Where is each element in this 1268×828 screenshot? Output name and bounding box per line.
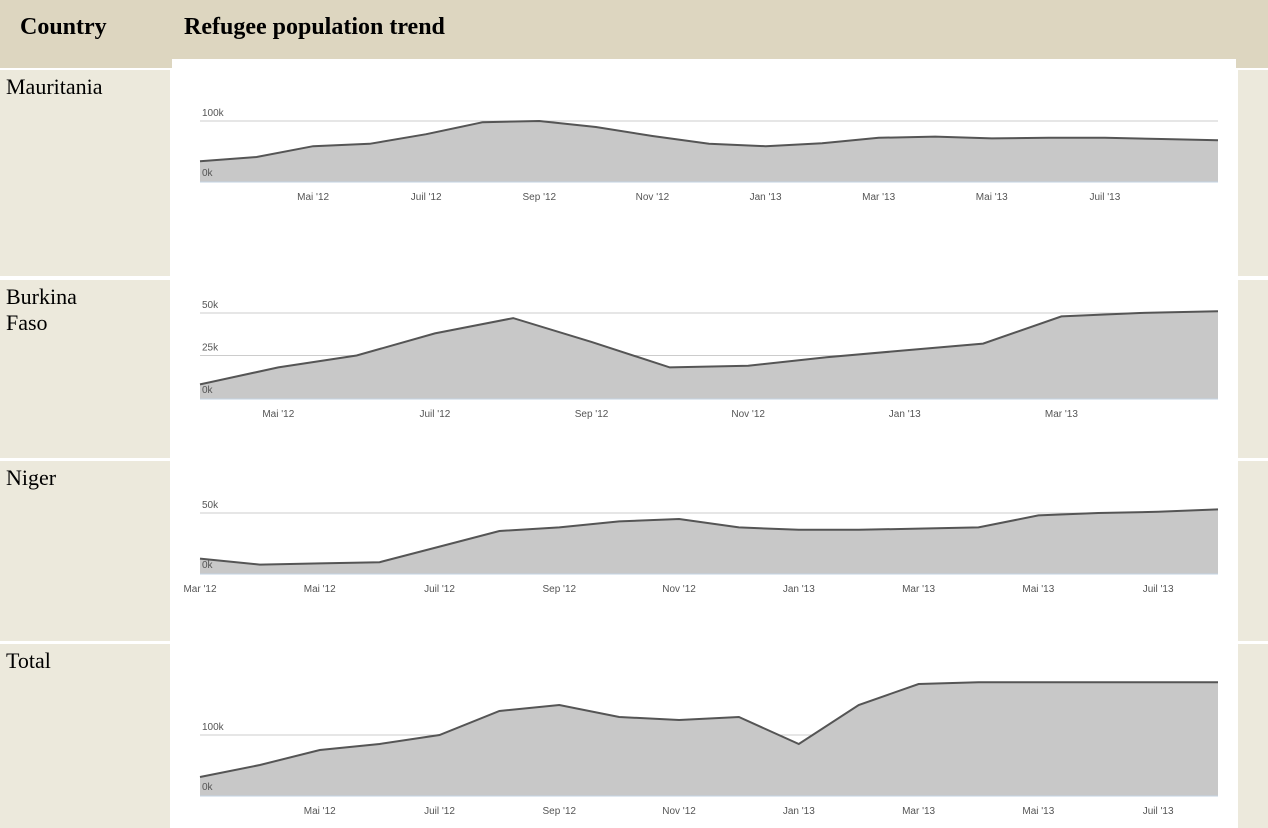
line [199,508,1219,566]
area [200,311,1218,398]
x-tick-label: Nov '12 [662,584,696,595]
area [200,509,1218,573]
x-tick-label: Mai '13 [1022,584,1054,595]
x-tick-label: Juil '13 [1143,806,1174,817]
x-tick-label: Jan '13 [750,192,782,203]
x-tick-label: Jan '13 [889,409,921,420]
chart-bg [172,59,1236,211]
side-cell [1238,461,1268,641]
x-tick-label: Mai '13 [976,192,1008,203]
header-cell: Country [20,14,107,40]
header-bg [0,0,1268,68]
header-cell: Refugee population trend [184,14,445,40]
x-tick-label: Mar '13 [862,192,895,203]
x-tick-label: Mai '12 [304,584,336,595]
x-tick-label: Sep '12 [542,584,576,595]
line [199,119,1219,163]
x-tick-label: Sep '12 [523,192,557,203]
x-tick-label: Juil '12 [420,409,451,420]
country-cell: Burkina Faso [0,280,170,458]
x-tick-label: Nov '12 [731,409,765,420]
side-cell [1238,280,1268,458]
country-cell: Niger [0,461,170,641]
y-tick-label: 0k [202,385,214,396]
x-tick-label: Nov '12 [662,806,696,817]
y-tick-label: 0k [202,168,214,179]
y-tick-label: 100k [202,722,225,733]
x-tick-label: Mar '13 [902,806,935,817]
line [199,310,1219,386]
y-tick-label: 0k [202,782,214,793]
x-tick-label: Juil '12 [424,584,455,595]
side-cell [1238,644,1268,828]
x-tick-label: Jan '13 [783,584,815,595]
x-tick-label: Sep '12 [575,409,609,420]
side-cell [1238,70,1268,276]
x-tick-label: Mai '12 [262,409,294,420]
x-tick-label: Juil '12 [424,806,455,817]
x-tick-label: Juil '12 [411,192,442,203]
country-cell: Total [0,644,170,828]
y-tick-label: 50k [202,500,219,511]
y-tick-label: 0k [202,560,214,571]
country-cell: Mauritania [0,70,170,276]
x-tick-label: Mar '13 [902,584,935,595]
x-tick-label: Juil '13 [1089,192,1120,203]
area [200,682,1218,795]
x-tick-label: Mai '12 [297,192,329,203]
x-tick-label: Mai '13 [1022,806,1054,817]
y-tick-label: 25k [202,343,219,354]
x-tick-label: Jan '13 [783,806,815,817]
y-tick-label: 50k [202,300,219,311]
line [199,681,1218,778]
x-tick-label: Mar '13 [1045,409,1078,420]
x-tick-label: Nov '12 [636,192,670,203]
x-tick-label: Juil '13 [1143,584,1174,595]
y-tick-label: 100k [202,108,225,119]
area [200,121,1218,181]
x-tick-label: Mai '12 [304,806,336,817]
x-tick-label: Mar '12 [183,584,216,595]
x-tick-label: Sep '12 [542,806,576,817]
